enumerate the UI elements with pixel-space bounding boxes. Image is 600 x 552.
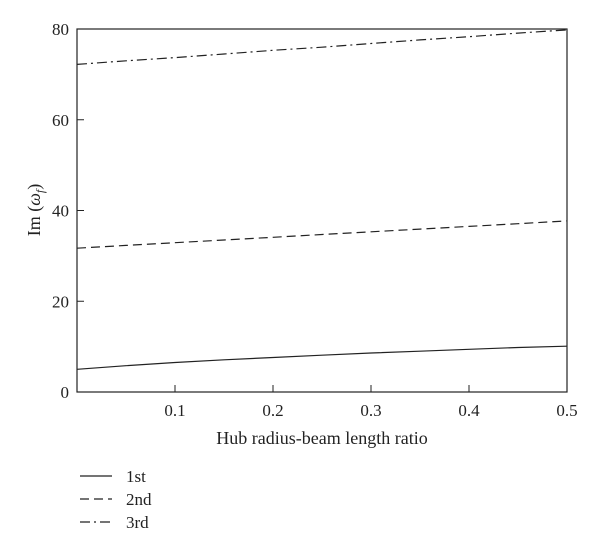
y-axis-label-close: ) <box>24 184 45 190</box>
x-tick-label: 0.5 <box>556 401 577 420</box>
y-axis-label-symbol: ω <box>24 193 44 206</box>
series-line-2nd <box>76 220 568 249</box>
y-tick-label: 40 <box>52 202 69 221</box>
legend-label-3rd: 3rd <box>126 513 149 532</box>
y-axis-label-subscript: f <box>33 188 47 193</box>
series-line-1st <box>76 345 568 370</box>
x-axis-label: Hub radius-beam length ratio <box>216 428 427 448</box>
y-tick-label: 0 <box>61 383 70 402</box>
y-axis-label-main: Im ( <box>24 206 45 237</box>
legend: 1st 2nd 3rd <box>80 467 152 532</box>
y-tick-label: 20 <box>52 292 69 311</box>
x-tick-label: 0.1 <box>164 401 185 420</box>
y-axis-label: Im (ωf) <box>24 184 47 237</box>
series-line-3rd <box>76 29 568 65</box>
series-lines <box>76 29 568 370</box>
legend-label-2nd: 2nd <box>126 490 152 509</box>
x-tick-label: 0.3 <box>360 401 381 420</box>
plot-frame <box>76 28 568 393</box>
y-tick-label: 60 <box>52 111 69 130</box>
x-tick-label: 0.2 <box>262 401 283 420</box>
x-tick-label: 0.4 <box>458 401 480 420</box>
y-axis-ticks: 0 20 40 60 80 <box>52 20 84 402</box>
x-axis-ticks: 0.1 0.2 0.3 0.4 0.5 <box>164 385 578 420</box>
y-tick-label: 80 <box>52 20 69 39</box>
legend-label-1st: 1st <box>126 467 146 486</box>
